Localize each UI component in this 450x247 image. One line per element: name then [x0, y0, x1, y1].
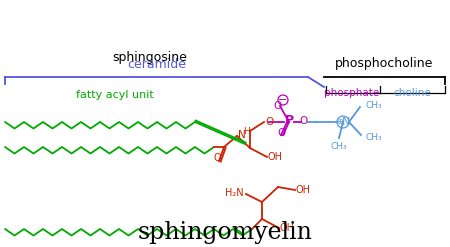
Text: CH₃: CH₃ [366, 133, 382, 143]
Text: N: N [342, 117, 350, 127]
Text: OH: OH [268, 152, 283, 162]
Text: CH₃: CH₃ [365, 101, 382, 109]
Text: O: O [213, 153, 221, 163]
Text: OH: OH [296, 185, 311, 195]
Text: O: O [277, 128, 285, 138]
Text: H₂N: H₂N [225, 188, 244, 198]
Text: H: H [243, 127, 250, 137]
Text: N: N [238, 130, 246, 140]
Text: O: O [265, 117, 273, 127]
Text: ⊕: ⊕ [337, 117, 343, 125]
Text: −: − [278, 95, 288, 105]
Text: CH₃: CH₃ [331, 142, 347, 151]
Text: O: O [274, 101, 282, 111]
Text: sphingosine: sphingosine [112, 50, 188, 63]
Text: sphingomyelin: sphingomyelin [138, 221, 312, 244]
Text: fatty acyl unit: fatty acyl unit [76, 90, 154, 100]
Text: phosphate: phosphate [324, 88, 380, 98]
Text: OH: OH [280, 223, 295, 233]
Text: O: O [300, 116, 308, 126]
Text: phosphocholine: phosphocholine [335, 58, 434, 70]
Text: ceramide: ceramide [127, 58, 186, 70]
Text: choline: choline [394, 88, 432, 98]
Text: P: P [284, 115, 293, 127]
